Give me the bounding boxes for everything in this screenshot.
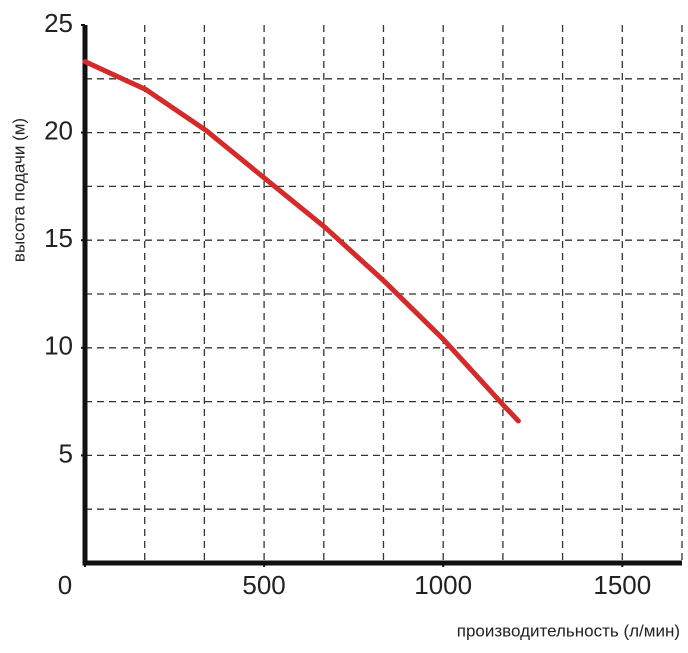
x-tick-label: 500: [242, 570, 285, 600]
x-tick-label: 0: [58, 570, 72, 600]
y-tick-label: 10: [44, 331, 73, 361]
y-tick-label: 15: [44, 223, 73, 253]
y-tick-label: 25: [44, 8, 73, 38]
x-tick-label: 1500: [593, 570, 651, 600]
x-axis-label: производительность (л/мин): [457, 621, 680, 640]
curve: [82, 59, 521, 424]
y-tick-label: 20: [44, 115, 73, 145]
x-tick-label: 1000: [414, 570, 472, 600]
y-tick-label: 5: [59, 438, 73, 468]
y-axis-label: высота подачи (м): [9, 118, 28, 262]
axes: [82, 25, 682, 566]
